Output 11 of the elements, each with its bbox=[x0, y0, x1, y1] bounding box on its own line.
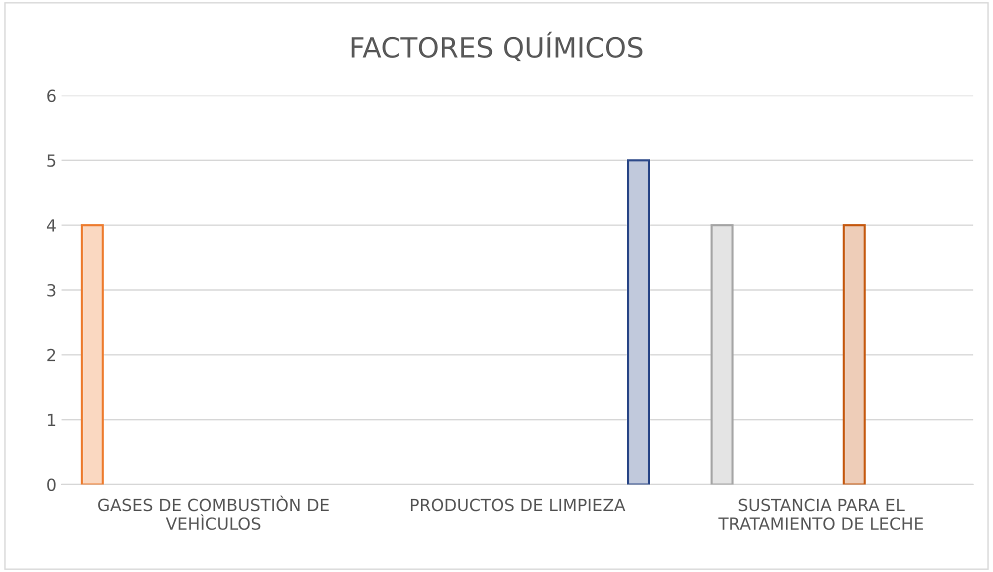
x-tick-label: SUSTANCIA PARA EL TRATAMIENTO DE LECHE bbox=[718, 498, 923, 530]
y-tick-label: 2 bbox=[47, 348, 56, 362]
y-tick-label: 5 bbox=[47, 154, 56, 167]
y-tick-label: 1 bbox=[48, 414, 56, 426]
x-tick-label: GASES DE COMBUSTIÒN DE VEHÌCULOS bbox=[98, 496, 329, 530]
chart-title: FACTORES QUÍMICOS bbox=[352, 32, 642, 62]
y-tick-label: 0 bbox=[47, 478, 56, 492]
y-tick-label: 6 bbox=[47, 89, 56, 102]
x-tick-label: PRODUCTOS DE LIMPIEZA bbox=[410, 498, 626, 512]
y-tick-label: 3 bbox=[47, 284, 56, 297]
y-tick-label: 4 bbox=[46, 219, 56, 232]
